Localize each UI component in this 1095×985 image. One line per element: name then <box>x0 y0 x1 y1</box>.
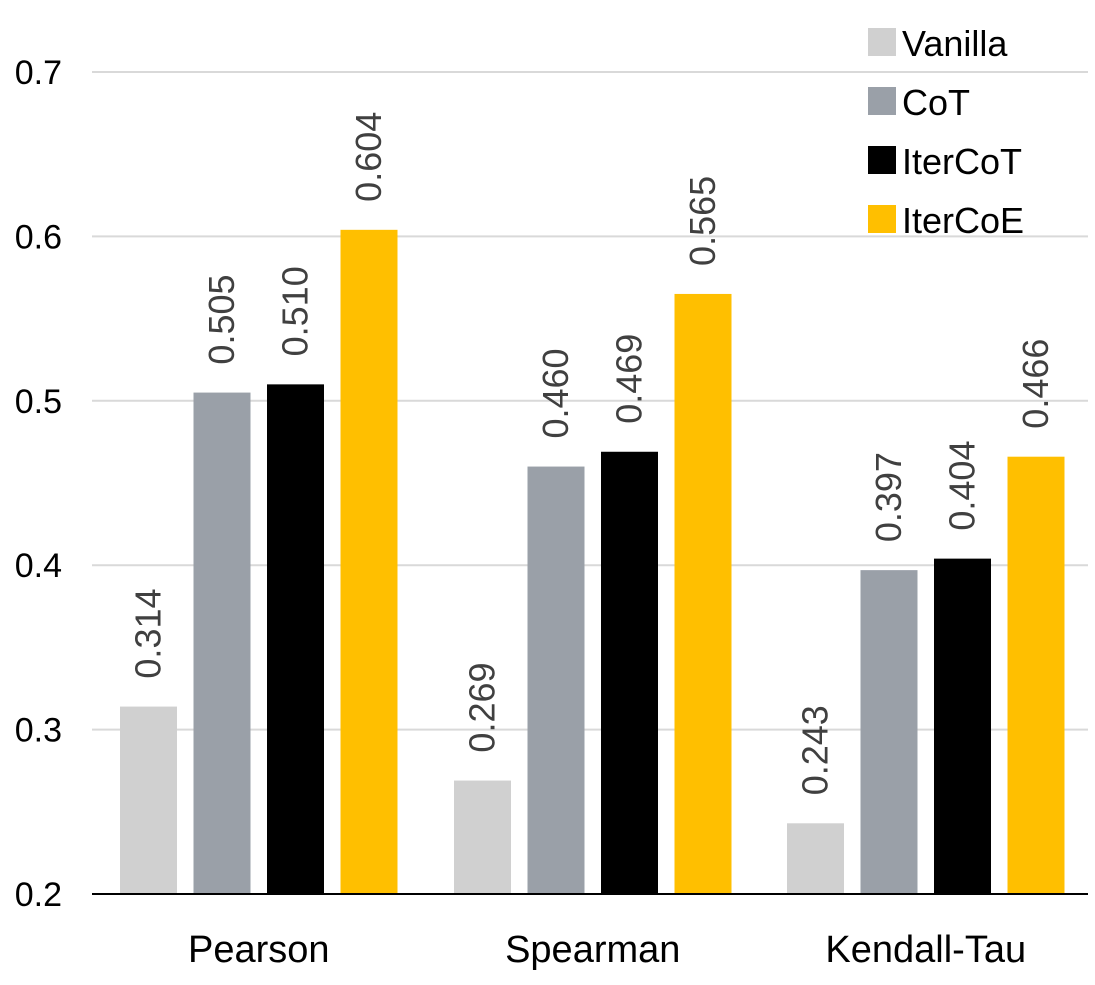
x-category-label: Kendall-Tau <box>825 929 1026 971</box>
bar-vanilla-pearson <box>120 706 177 894</box>
bar-vanilla-spearman <box>454 780 511 894</box>
y-tick-label: 0.2 <box>15 876 62 914</box>
y-tick-label: 0.6 <box>15 218 62 256</box>
bar-itercoe-pearson <box>340 229 398 895</box>
x-category-label: Pearson <box>188 929 330 971</box>
data-label: 0.397 <box>868 452 909 542</box>
bars <box>120 229 1065 895</box>
legend-swatch-itercot <box>868 146 896 174</box>
data-label: 0.243 <box>795 705 836 795</box>
bar-cot-kendall-tau <box>860 570 918 894</box>
legend-label: Vanilla <box>902 23 1008 64</box>
data-label: 0.565 <box>682 176 723 266</box>
data-labels: 0.314 0.505 0.510 0.604 0.269 0.460 0.469 0.565… <box>128 112 1057 796</box>
legend-swatch-vanilla <box>868 28 896 56</box>
bar-itercoe-spearman <box>674 293 732 894</box>
data-label: 0.510 <box>275 266 316 356</box>
data-label: 0.469 <box>609 334 650 424</box>
legend-label: CoT <box>902 82 970 123</box>
data-label: 0.269 <box>462 662 503 752</box>
data-label: 0.460 <box>535 348 576 438</box>
bar-cot-spearman <box>527 466 585 894</box>
y-axis-ticks: 0.2 0.3 0.4 0.5 0.6 0.7 <box>15 54 62 914</box>
y-tick-label: 0.4 <box>15 547 62 585</box>
legend-swatch-itercoe <box>868 205 896 233</box>
bar-cot-pearson <box>193 392 251 894</box>
y-tick-label: 0.7 <box>15 54 62 92</box>
y-tick-label: 0.5 <box>15 383 62 421</box>
data-label: 0.505 <box>201 274 242 364</box>
data-label: 0.404 <box>942 441 983 531</box>
bar-itercot-kendall-tau <box>934 558 991 894</box>
y-tick-label: 0.3 <box>15 712 62 750</box>
bar-itercoe-kendall-tau <box>1007 456 1065 894</box>
bar-itercot-pearson <box>267 384 324 894</box>
x-axis: Pearson Spearman Kendall-Tau <box>92 893 1088 971</box>
data-label: 0.466 <box>1015 339 1056 429</box>
gridlines <box>92 71 1088 731</box>
x-category-label: Spearman <box>505 929 680 971</box>
legend: Vanilla CoT IterCoT IterCoE <box>868 23 1024 241</box>
bar-itercot-spearman <box>601 451 658 894</box>
legend-label: IterCoT <box>902 141 1022 182</box>
data-label: 0.314 <box>128 588 169 678</box>
legend-label: IterCoE <box>902 200 1024 241</box>
bar-vanilla-kendall-tau <box>787 823 844 894</box>
data-label: 0.604 <box>348 112 389 202</box>
legend-swatch-cot <box>868 87 896 115</box>
